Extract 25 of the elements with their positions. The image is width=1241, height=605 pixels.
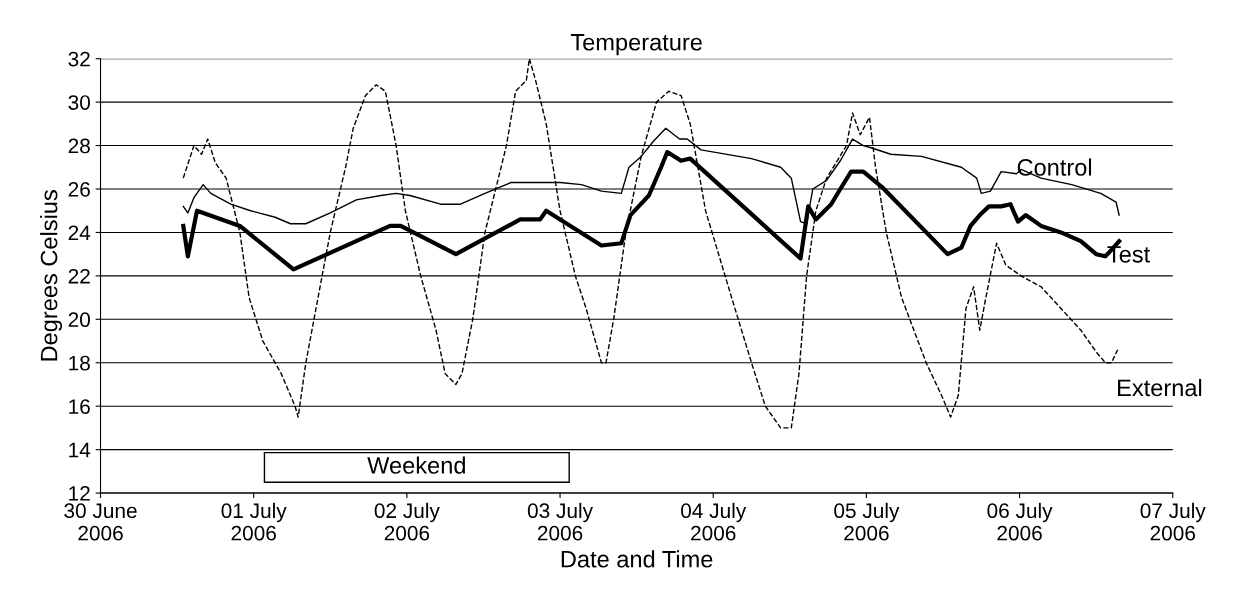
y-tick-label: 24 <box>68 225 91 240</box>
y-tick-label: 20 <box>68 312 90 328</box>
x-tick-label: 04 July 2006 <box>681 502 747 541</box>
x-tick-label: 06 July 2006 <box>987 502 1053 541</box>
series-label: Control <box>1017 158 1092 176</box>
x-axis-title: Date and Time <box>561 550 713 568</box>
y-tick-label: 18 <box>69 355 90 371</box>
band-label: Weekend <box>367 456 465 474</box>
x-tick-label: 05 July 2006 <box>834 502 900 541</box>
y-tick-label: 26 <box>68 182 90 197</box>
chart-title: Temperature <box>570 34 702 56</box>
x-tick-label: 03 July 2006 <box>527 502 594 541</box>
x-tick-label: 01 July 2006 <box>221 502 287 541</box>
y-tick-label: 32 <box>68 51 90 67</box>
y-tick-label: 28 <box>68 138 90 154</box>
x-tick-label: 30 June 2006 <box>64 503 137 541</box>
x-tick-label: 02 July 2006 <box>374 502 440 541</box>
x-tick-label: 07 July 2006 <box>1140 502 1206 541</box>
y-tick-label: 22 <box>68 268 90 284</box>
y-tick-label: 14 <box>69 442 91 458</box>
y-axis-title: Degrees Celsius <box>40 190 63 361</box>
y-tick-label: 16 <box>69 399 90 414</box>
y-tick-label: 30 <box>68 95 90 110</box>
y-tick-label: 12 <box>69 486 90 501</box>
series-label: External <box>1118 378 1202 397</box>
